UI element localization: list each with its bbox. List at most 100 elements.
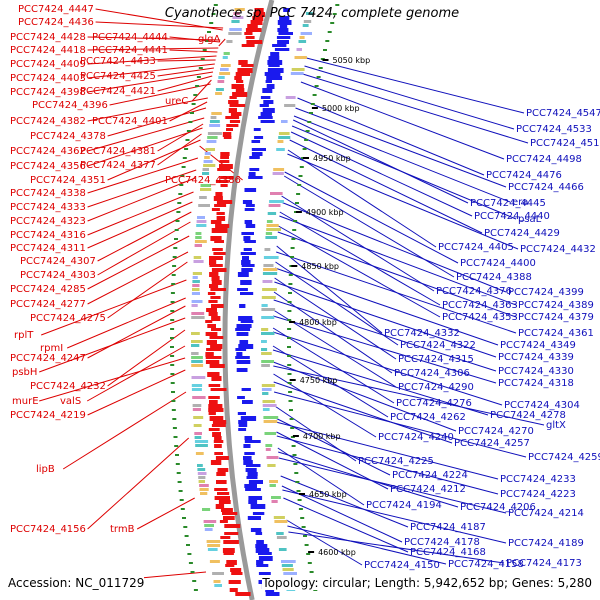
- reverse-gene-block: [247, 516, 261, 520]
- right-label-leader: [274, 267, 499, 346]
- cog-block-outer: [229, 28, 242, 31]
- outer-tick-dot: [196, 76, 201, 78]
- forward-gene-block: [215, 192, 223, 197]
- outer-tick-dot: [170, 292, 175, 294]
- inner-tick-dot: [290, 247, 295, 249]
- reverse-gene-block: [252, 512, 265, 515]
- inner-tick-dot: [287, 337, 291, 339]
- left-label-leader: [87, 55, 217, 65]
- right-label-leader: [280, 475, 409, 528]
- forward-gene-block: [214, 496, 230, 500]
- cog-block-outer: [219, 72, 231, 75]
- left-gene-label: PCC7424_4247: [10, 353, 86, 364]
- reverse-gene-block: [239, 340, 249, 345]
- cog-block-inner: [291, 68, 305, 71]
- left-label-leader: [87, 191, 194, 236]
- cog-block-inner: [261, 388, 272, 391]
- forward-gene-block: [223, 552, 234, 555]
- cog-block-inner: [306, 12, 313, 15]
- left-label-leader: [157, 123, 204, 152]
- reverse-gene-block: [258, 556, 273, 561]
- reverse-gene-block: [238, 428, 247, 431]
- right-gene-label: PCC7424_4376: [436, 286, 512, 297]
- reverse-gene-block: [260, 120, 275, 123]
- reverse-gene-block: [244, 440, 261, 443]
- outer-tick-dot: [170, 355, 175, 357]
- outer-tick-dot: [171, 391, 175, 393]
- cog-block-outer: [192, 276, 198, 279]
- outer-tick-dot: [172, 256, 177, 258]
- inner-tick-dot: [292, 454, 297, 456]
- cog-block-outer: [200, 492, 208, 495]
- cog-block-outer: [207, 136, 218, 139]
- reverse-gene-block: [278, 32, 293, 35]
- right-label-leader: [273, 381, 453, 444]
- left-label-leader: [169, 101, 208, 122]
- kbp-tick-mark: [311, 107, 318, 109]
- right-gene-label: PCC7424_4400: [460, 258, 536, 269]
- left-gene-label: rplT: [14, 330, 34, 341]
- reverse-gene-block: [241, 260, 251, 265]
- forward-gene-block: [241, 44, 255, 47]
- cog-block-outer: [234, 8, 245, 11]
- reverse-gene-block: [250, 504, 266, 509]
- cog-block-outer: [213, 580, 221, 583]
- outer-tick-dot: [178, 490, 183, 492]
- inner-tick-dot: [299, 166, 304, 168]
- left-label-leader: [218, 38, 226, 47]
- reverse-gene-block: [238, 424, 248, 427]
- forward-gene-block: [209, 364, 225, 368]
- left-gene-label: lipB: [36, 464, 55, 475]
- cog-block-inner: [262, 288, 277, 291]
- left-label-leader: [107, 107, 207, 137]
- forward-gene-block: [230, 112, 242, 116]
- cog-block-outer: [193, 416, 204, 419]
- left-gene-label: PCC7424_4232: [30, 381, 106, 392]
- right-gene-label: PCC7424_4363: [442, 300, 518, 311]
- left-gene-label: PCC7424_4303: [20, 270, 96, 281]
- reverse-gene-block: [235, 348, 247, 351]
- outer-tick-dot: [202, 49, 207, 51]
- outer-tick-dot: [183, 526, 188, 528]
- cog-block-inner: [261, 332, 275, 335]
- left-gene-label: PCC7424_4425: [80, 71, 156, 82]
- left-gene-label: PCC7424_4436: [18, 17, 94, 28]
- right-label-leader: [275, 421, 499, 480]
- outer-tick-dot: [209, 22, 214, 24]
- cog-block-inner: [284, 104, 296, 107]
- cog-block-outer: [197, 468, 206, 471]
- left-gene-label: PCC7424_4396: [32, 100, 108, 111]
- cog-block-outer: [191, 312, 205, 315]
- left-label-leader: [87, 251, 189, 305]
- outer-tick-dot: [213, 4, 218, 6]
- left-gene-label: PCC7424_4362: [10, 146, 86, 157]
- right-label-leader: [287, 149, 437, 248]
- cog-block-outer: [199, 488, 209, 491]
- right-label-leader: [272, 345, 389, 418]
- forward-gene-block: [210, 460, 222, 465]
- cog-block-outer: [233, 12, 240, 15]
- cog-block-outer: [194, 240, 207, 243]
- cog-block-outer: [204, 152, 211, 155]
- forward-gene-block: [229, 120, 241, 123]
- forward-gene-block: [209, 416, 224, 421]
- outer-tick-dot: [172, 418, 177, 420]
- right-label-leader: [282, 489, 507, 544]
- reverse-gene-block: [248, 496, 263, 500]
- left-label-leader: [191, 79, 212, 102]
- cog-block-outer: [209, 124, 221, 127]
- reverse-gene-block: [256, 560, 264, 565]
- cog-block-inner: [261, 348, 268, 351]
- cog-block-outer: [206, 140, 217, 143]
- reverse-gene-block: [241, 264, 255, 267]
- reverse-gene-block: [245, 468, 257, 472]
- left-gene-label: PCC7424_4285: [10, 284, 86, 295]
- reverse-gene-block: [265, 588, 275, 592]
- cog-block-outer: [191, 316, 205, 319]
- left-label-leader: [87, 369, 186, 416]
- cog-block-outer: [228, 32, 242, 35]
- left-label-leader: [39, 317, 186, 373]
- reverse-gene-block: [243, 460, 253, 465]
- cog-block-outer: [197, 216, 205, 219]
- right-label-leader: [276, 245, 383, 334]
